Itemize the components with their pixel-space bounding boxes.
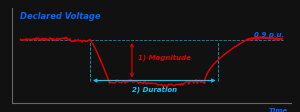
Text: Declared Voltage: Declared Voltage	[20, 12, 101, 21]
Text: Time: Time	[269, 107, 288, 112]
Text: 2) Duration: 2) Duration	[132, 86, 177, 93]
Text: 1) Magnitude: 1) Magnitude	[138, 54, 190, 61]
Text: 0.9 p.u.: 0.9 p.u.	[254, 31, 284, 37]
